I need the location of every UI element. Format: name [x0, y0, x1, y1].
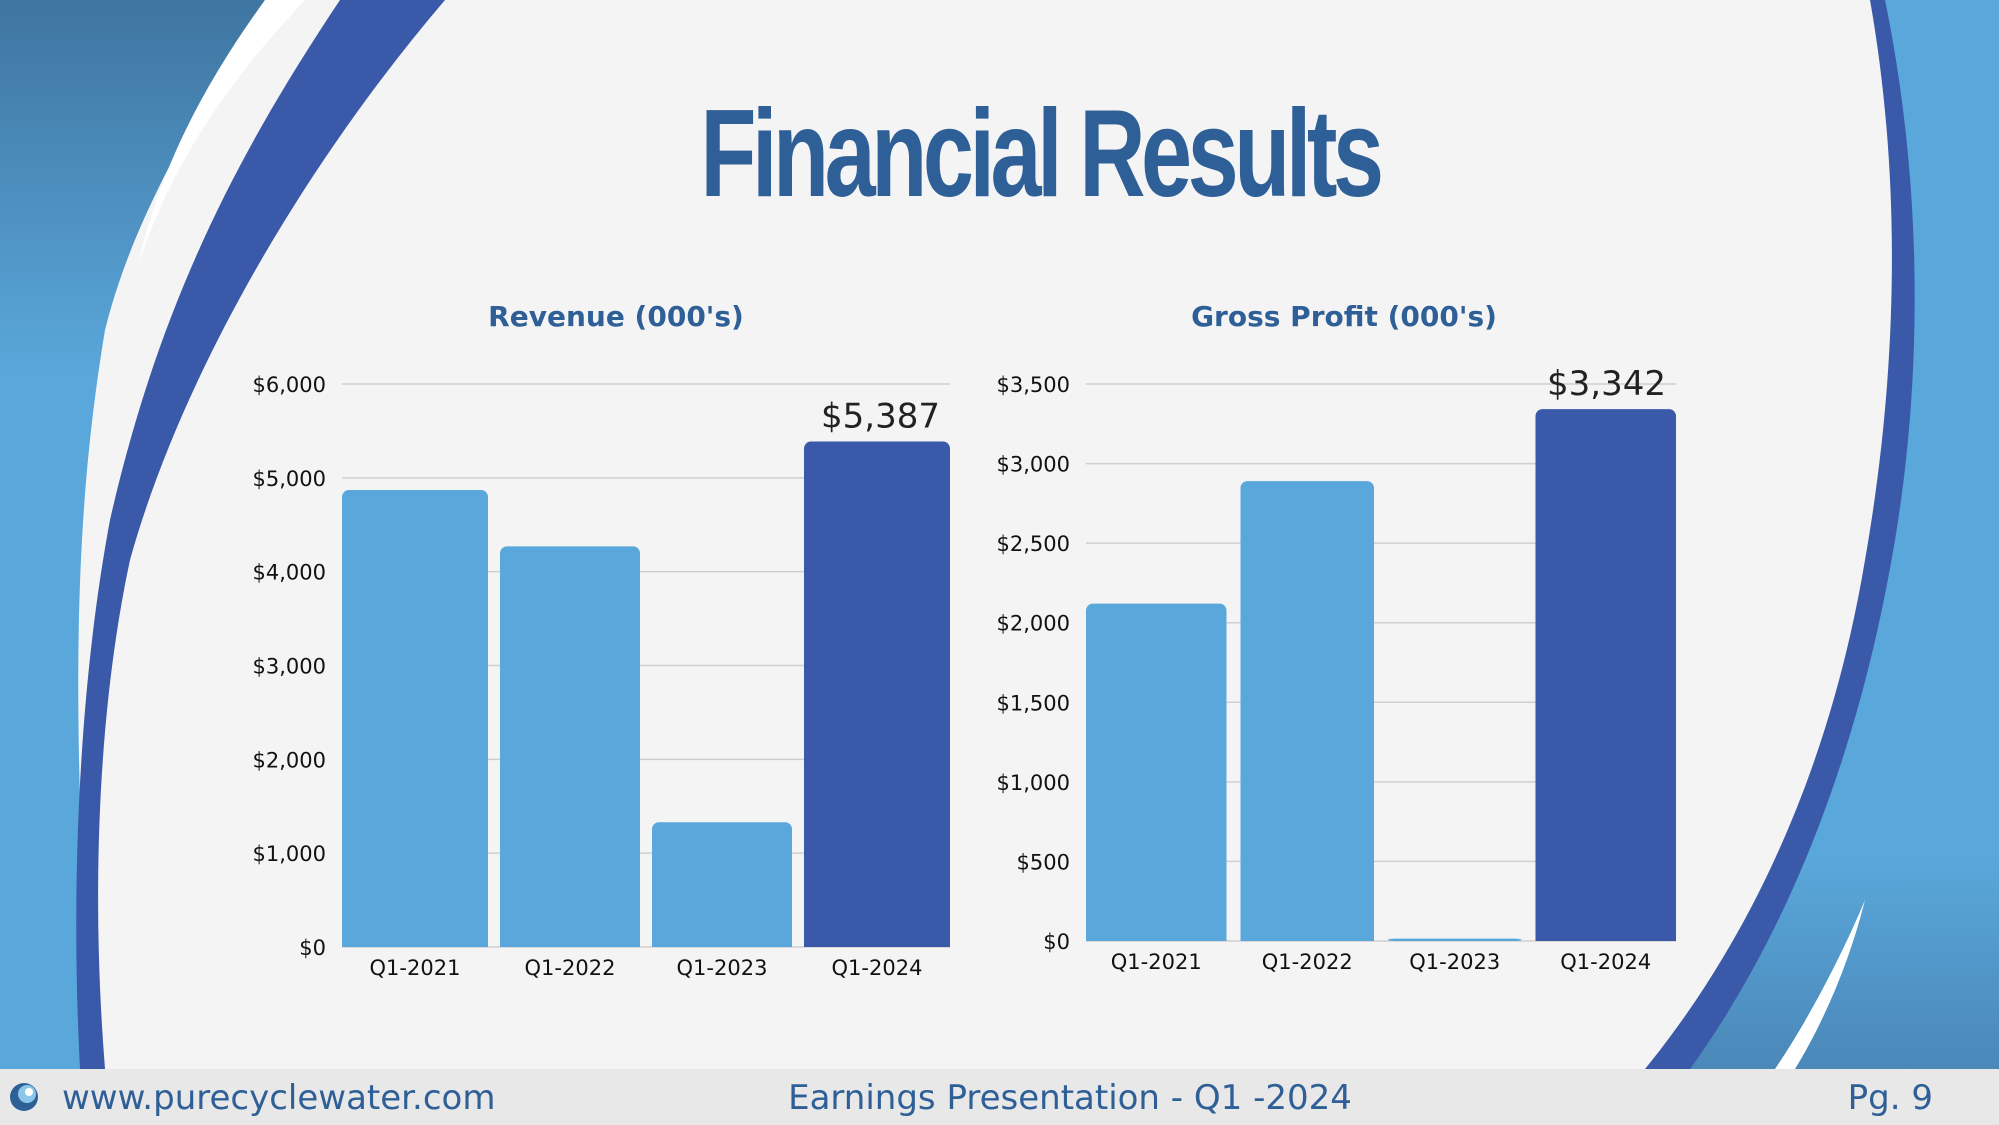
y-tick-label: $500 — [1017, 850, 1070, 874]
footer-website-link[interactable]: www.purecyclewater.com — [62, 1078, 496, 1118]
bar-q1-2023 — [1388, 938, 1522, 941]
y-tick-label: $1,000 — [997, 771, 1070, 795]
right-wave-dark — [1645, 0, 1915, 1069]
gross-profit-chart-title: Gross Profit (000's) — [1191, 300, 1497, 333]
bar-q1-2022 — [500, 546, 640, 947]
y-tick-label: $1,000 — [253, 842, 326, 866]
y-tick-label: $1,500 — [997, 691, 1070, 715]
data-label: $5,387 — [821, 397, 940, 437]
bar-q1-2024 — [804, 441, 950, 947]
water-drop-icon — [10, 1083, 38, 1111]
x-tick-label: Q1-2024 — [832, 956, 923, 980]
y-tick-label: $3,000 — [253, 655, 326, 679]
left-wave-light — [0, 0, 265, 1069]
x-tick-label: Q1-2021 — [370, 956, 461, 980]
y-tick-label: $6,000 — [253, 373, 326, 397]
footer-presentation-title: Earnings Presentation - Q1 -2024 — [788, 1078, 1352, 1118]
data-label: $3,342 — [1547, 364, 1666, 404]
footer: www.purecyclewater.com Earnings Presenta… — [0, 1069, 1999, 1125]
footer-page-number: Pg. 9 — [1847, 1078, 1933, 1118]
x-tick-label: Q1-2022 — [525, 956, 616, 980]
x-tick-label: Q1-2024 — [1560, 950, 1651, 974]
y-tick-label: $2,000 — [253, 748, 326, 772]
x-tick-label: Q1-2023 — [1409, 950, 1500, 974]
revenue-chart-title: Revenue (000's) — [488, 300, 744, 333]
bar-base — [1240, 934, 1374, 941]
y-tick-label: $3,000 — [997, 453, 1070, 477]
y-tick-label: $3,500 — [997, 373, 1070, 397]
bar-base — [1086, 934, 1227, 941]
y-tick-label: $2,000 — [997, 612, 1070, 636]
y-tick-label: $0 — [1043, 930, 1070, 954]
y-tick-label: $2,500 — [997, 532, 1070, 556]
bar-q1-2023 — [652, 822, 792, 947]
bar-q1-2022 — [1240, 481, 1374, 941]
y-tick-label: $5,000 — [253, 467, 326, 491]
bar-base — [500, 940, 640, 947]
y-tick-label: $4,000 — [253, 561, 326, 585]
bar-base — [1535, 934, 1676, 941]
y-tick-label: $0 — [299, 936, 326, 960]
bar-base — [342, 940, 488, 947]
x-tick-label: Q1-2022 — [1262, 950, 1353, 974]
page-title: Financial Results — [700, 85, 1384, 223]
bar-q1-2024 — [1535, 409, 1676, 942]
bar-q1-2021 — [342, 490, 488, 947]
x-tick-label: Q1-2021 — [1111, 950, 1202, 974]
bar-base — [804, 940, 950, 947]
bar-base — [652, 940, 792, 947]
bar-q1-2021 — [1086, 603, 1227, 941]
x-tick-label: Q1-2023 — [677, 956, 768, 980]
left-wave-dark — [76, 0, 445, 1069]
